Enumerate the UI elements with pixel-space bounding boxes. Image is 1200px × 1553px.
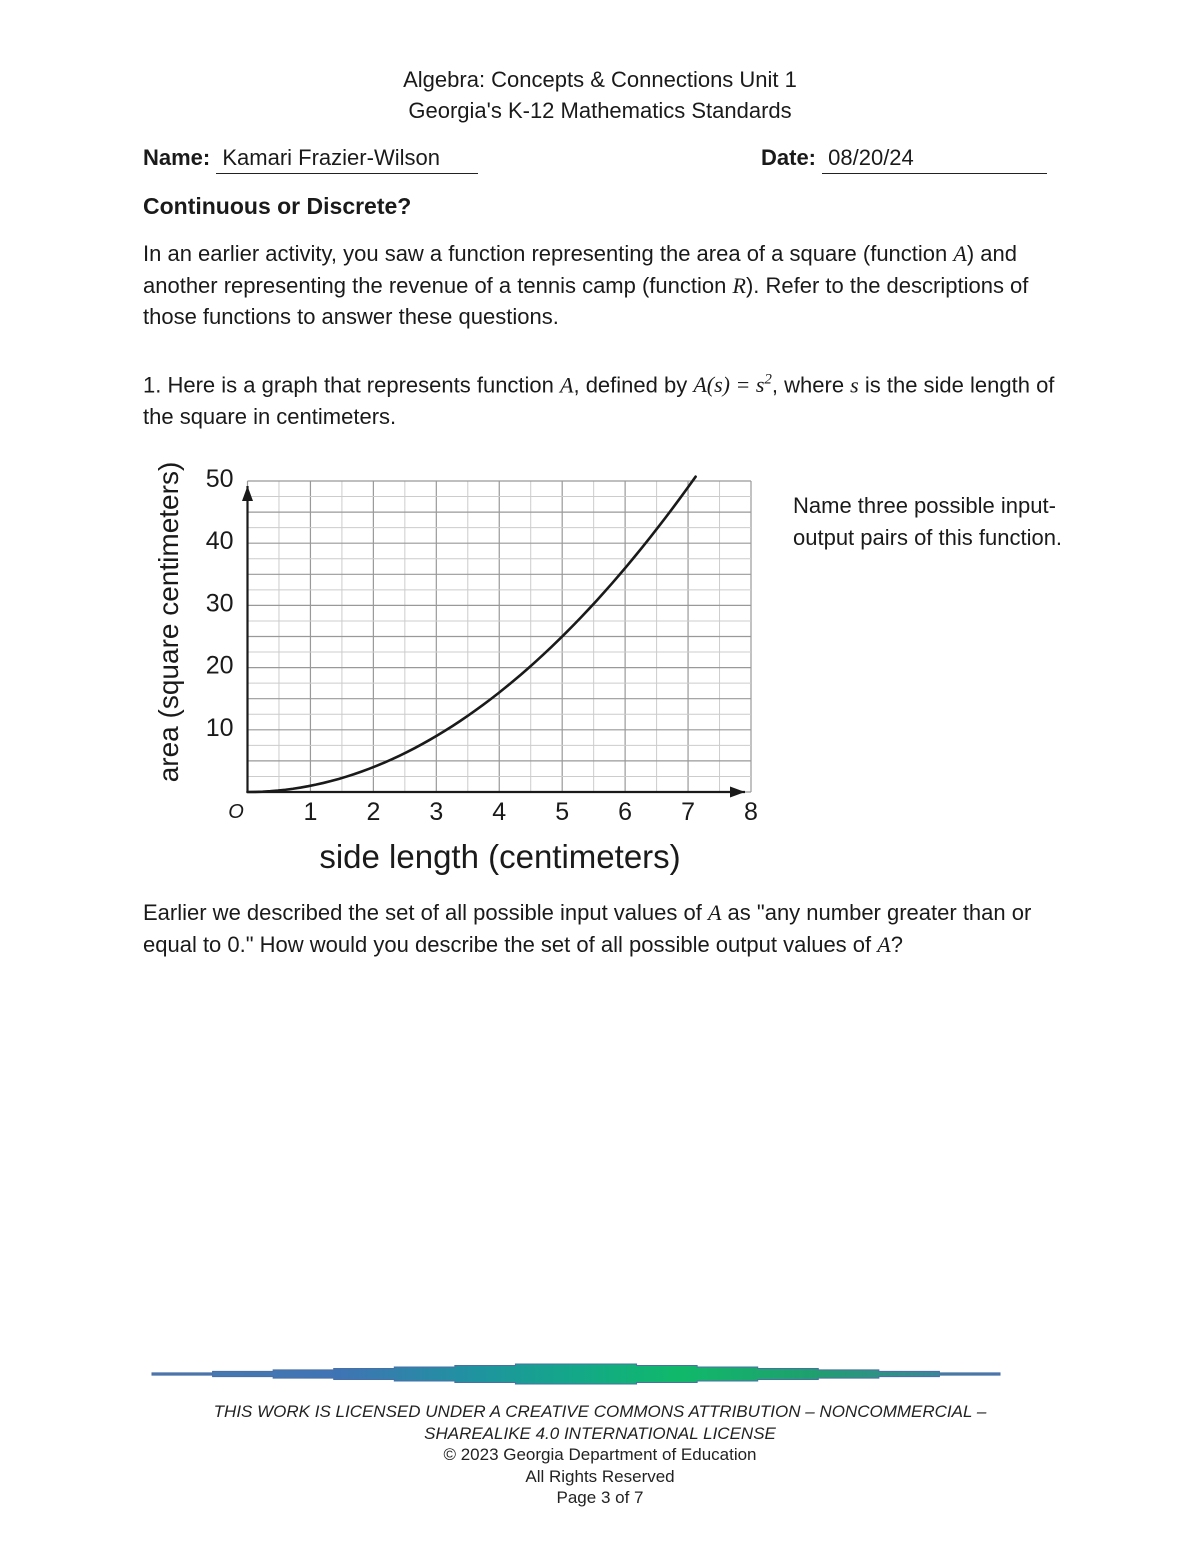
svg-text:30: 30	[206, 589, 234, 617]
svg-text:20: 20	[206, 652, 234, 680]
svg-text:10: 10	[206, 714, 234, 742]
svg-text:3: 3	[429, 798, 443, 826]
svg-text:2: 2	[366, 798, 380, 826]
svg-text:8: 8	[744, 798, 758, 826]
svg-text:40: 40	[206, 527, 234, 555]
svg-text:1: 1	[303, 798, 317, 826]
svg-text:50: 50	[206, 465, 234, 493]
svg-text:6: 6	[618, 798, 632, 826]
svg-text:4: 4	[492, 798, 506, 826]
svg-text:7: 7	[681, 798, 695, 826]
svg-text:side length (centimeters): side length (centimeters)	[319, 838, 680, 875]
svg-text:5: 5	[555, 798, 569, 826]
svg-text:O: O	[228, 801, 244, 823]
svg-text:area (square centimeters): area (square centimeters)	[153, 462, 184, 783]
